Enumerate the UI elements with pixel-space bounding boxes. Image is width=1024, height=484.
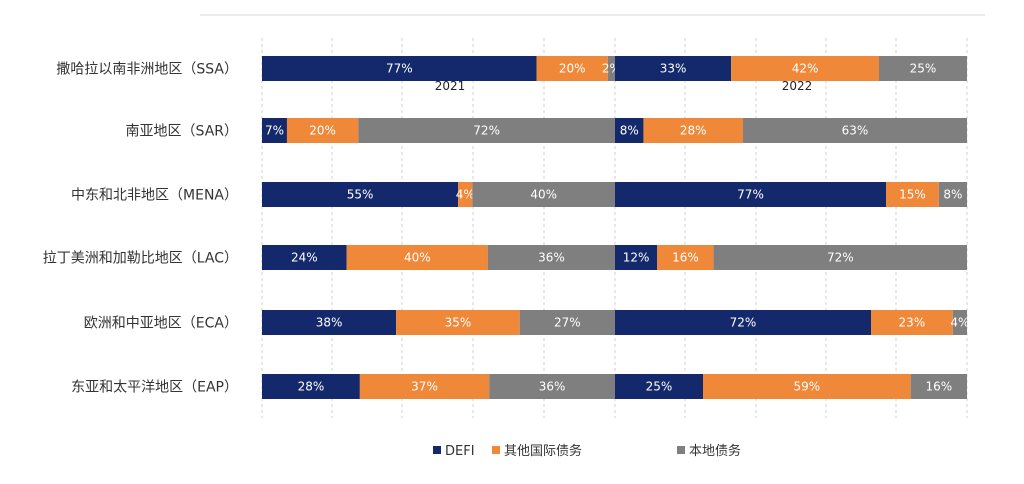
legend: DEFI 其他国际债务 本地债务 [433,443,741,459]
bar-2021-3-0 [262,245,347,270]
data-label-2021-2-2: 40% [530,188,557,202]
data-label-2022-1-0: 8% [620,124,639,138]
bar-2021-2-0 [262,182,459,207]
data-label-2021-4-2: 27% [554,316,581,330]
data-label-2021-1-0: 7% [265,124,284,138]
bar-2021-1-2 [358,118,615,143]
bar-2022-0-2 [879,56,967,81]
data-label-2022-3-1: 16% [672,251,699,265]
legend-label-1: 其他国际债务 [504,443,582,459]
data-label-2021-0-1: 20% [559,62,586,76]
legend-label-2: 本地债务 [689,443,741,459]
bar-2021-3-1 [346,245,488,270]
data-label-2022-5-0: 25% [646,380,673,394]
year-labels: 2021 2022 [435,79,813,93]
row-label-5: 东亚和太平洋地区（EAP） [71,380,238,396]
data-label-2021-2-0: 55% [347,188,374,202]
bar-2021-0-2 [607,56,615,81]
bar-2021-5-1 [359,374,490,399]
data-label-2022-0-0: 33% [660,62,687,76]
bar-2022-0-0 [615,56,732,81]
data-label-2021-4-0: 38% [316,316,343,330]
legend-swatch-0 [433,446,441,454]
legend-swatch-1 [492,446,500,454]
data-label-2022-5-1: 59% [794,380,821,394]
bar-2021-0-0 [262,56,537,81]
gridlines [261,38,968,418]
bar-2022-5-1 [703,374,911,399]
bar-2021-0-1 [536,56,608,81]
row-label-1: 南亚地区（SAR） [126,124,238,140]
legend-label-0: DEFI [445,444,475,459]
bar-2021-5-0 [262,374,360,399]
bar-2022-2-2 [938,182,967,207]
bar-2022-3-2 [713,245,967,270]
data-label-2022-2-0: 77% [737,188,764,202]
row-labels: 撒哈拉以南非洲地区（SSA） 南亚地区（SAR） 中东和北非地区（MENA） 拉丁美洲… [43,62,238,396]
data-label-2021-3-2: 36% [538,251,565,265]
data-label-2021-3-1: 40% [404,251,431,265]
bar-2021-1-0 [262,118,287,143]
bar-2021-3-2 [487,245,615,270]
bar-2022-1-1 [643,118,743,143]
data-label-2022-1-2: 63% [842,124,869,138]
bar-2022-4-1 [871,310,953,335]
bar-2022-0-1 [731,56,879,81]
data-label-2021-5-2: 36% [539,380,566,394]
bar-2022-3-0 [615,245,658,270]
data-label-2022-1-1: 28% [680,124,707,138]
data-label-2021-5-1: 37% [411,380,438,394]
bar-2022-2-1 [886,182,939,207]
bar-2021-5-2 [489,374,615,399]
legend-swatch-2 [677,446,685,454]
row-label-4: 欧洲和中亚地区（ECA） [84,316,238,332]
bar-2021-1-1 [286,118,359,143]
data-label-2022-3-0: 12% [623,251,650,265]
bar-2022-4-2 [952,310,967,335]
data-label-2021-3-0: 24% [291,251,318,265]
bar-2022-5-2 [910,374,967,399]
data-label-2022-5-2: 16% [926,380,953,394]
data-label-2022-2-1: 15% [899,188,926,202]
data-label-2021-1-2: 72% [473,124,500,138]
bar-2021-2-1 [458,182,473,207]
bar-2022-2-0 [615,182,887,207]
data-label-2022-3-2: 72% [827,251,854,265]
data-label-2022-4-1: 23% [899,316,926,330]
data-label-2021-2-1: 4% [456,188,475,202]
row-label-0: 撒哈拉以南非洲地区（SSA） [56,62,238,78]
bar-2022-3-1 [657,245,714,270]
year-label-2021: 2021 [435,79,466,93]
bars: 77% 20% 2%7% 20% 72%55% 4% 40%24% 40% 36%38% 35% 2… [262,56,969,399]
bar-2021-4-1 [396,310,520,335]
data-label-2021-0-0: 77% [386,62,413,76]
bar-2021-4-0 [262,310,397,335]
bar-2021-2-2 [472,182,615,207]
bar-2022-5-0 [615,374,703,399]
data-label-2021-1-1: 20% [309,124,336,138]
bar-2022-4-0 [615,310,871,335]
row-label-2: 中东和北非地区（MENA） [71,188,238,204]
bar-2022-1-2 [743,118,967,143]
data-label-2022-0-1: 42% [792,62,819,76]
bar-2022-1-0 [615,118,644,143]
data-label-2022-2-2: 8% [943,188,962,202]
data-label-2022-0-2: 25% [910,62,937,76]
row-label-3: 拉丁美洲和加勒比地区（LAC） [43,251,238,267]
data-label-2021-4-1: 35% [445,316,472,330]
year-label-2022: 2022 [782,79,813,93]
data-label-2022-4-2: 4% [950,316,969,330]
data-label-2022-4-0: 72% [730,316,757,330]
bar-2021-4-2 [519,310,615,335]
data-label-2021-5-0: 28% [298,380,325,394]
